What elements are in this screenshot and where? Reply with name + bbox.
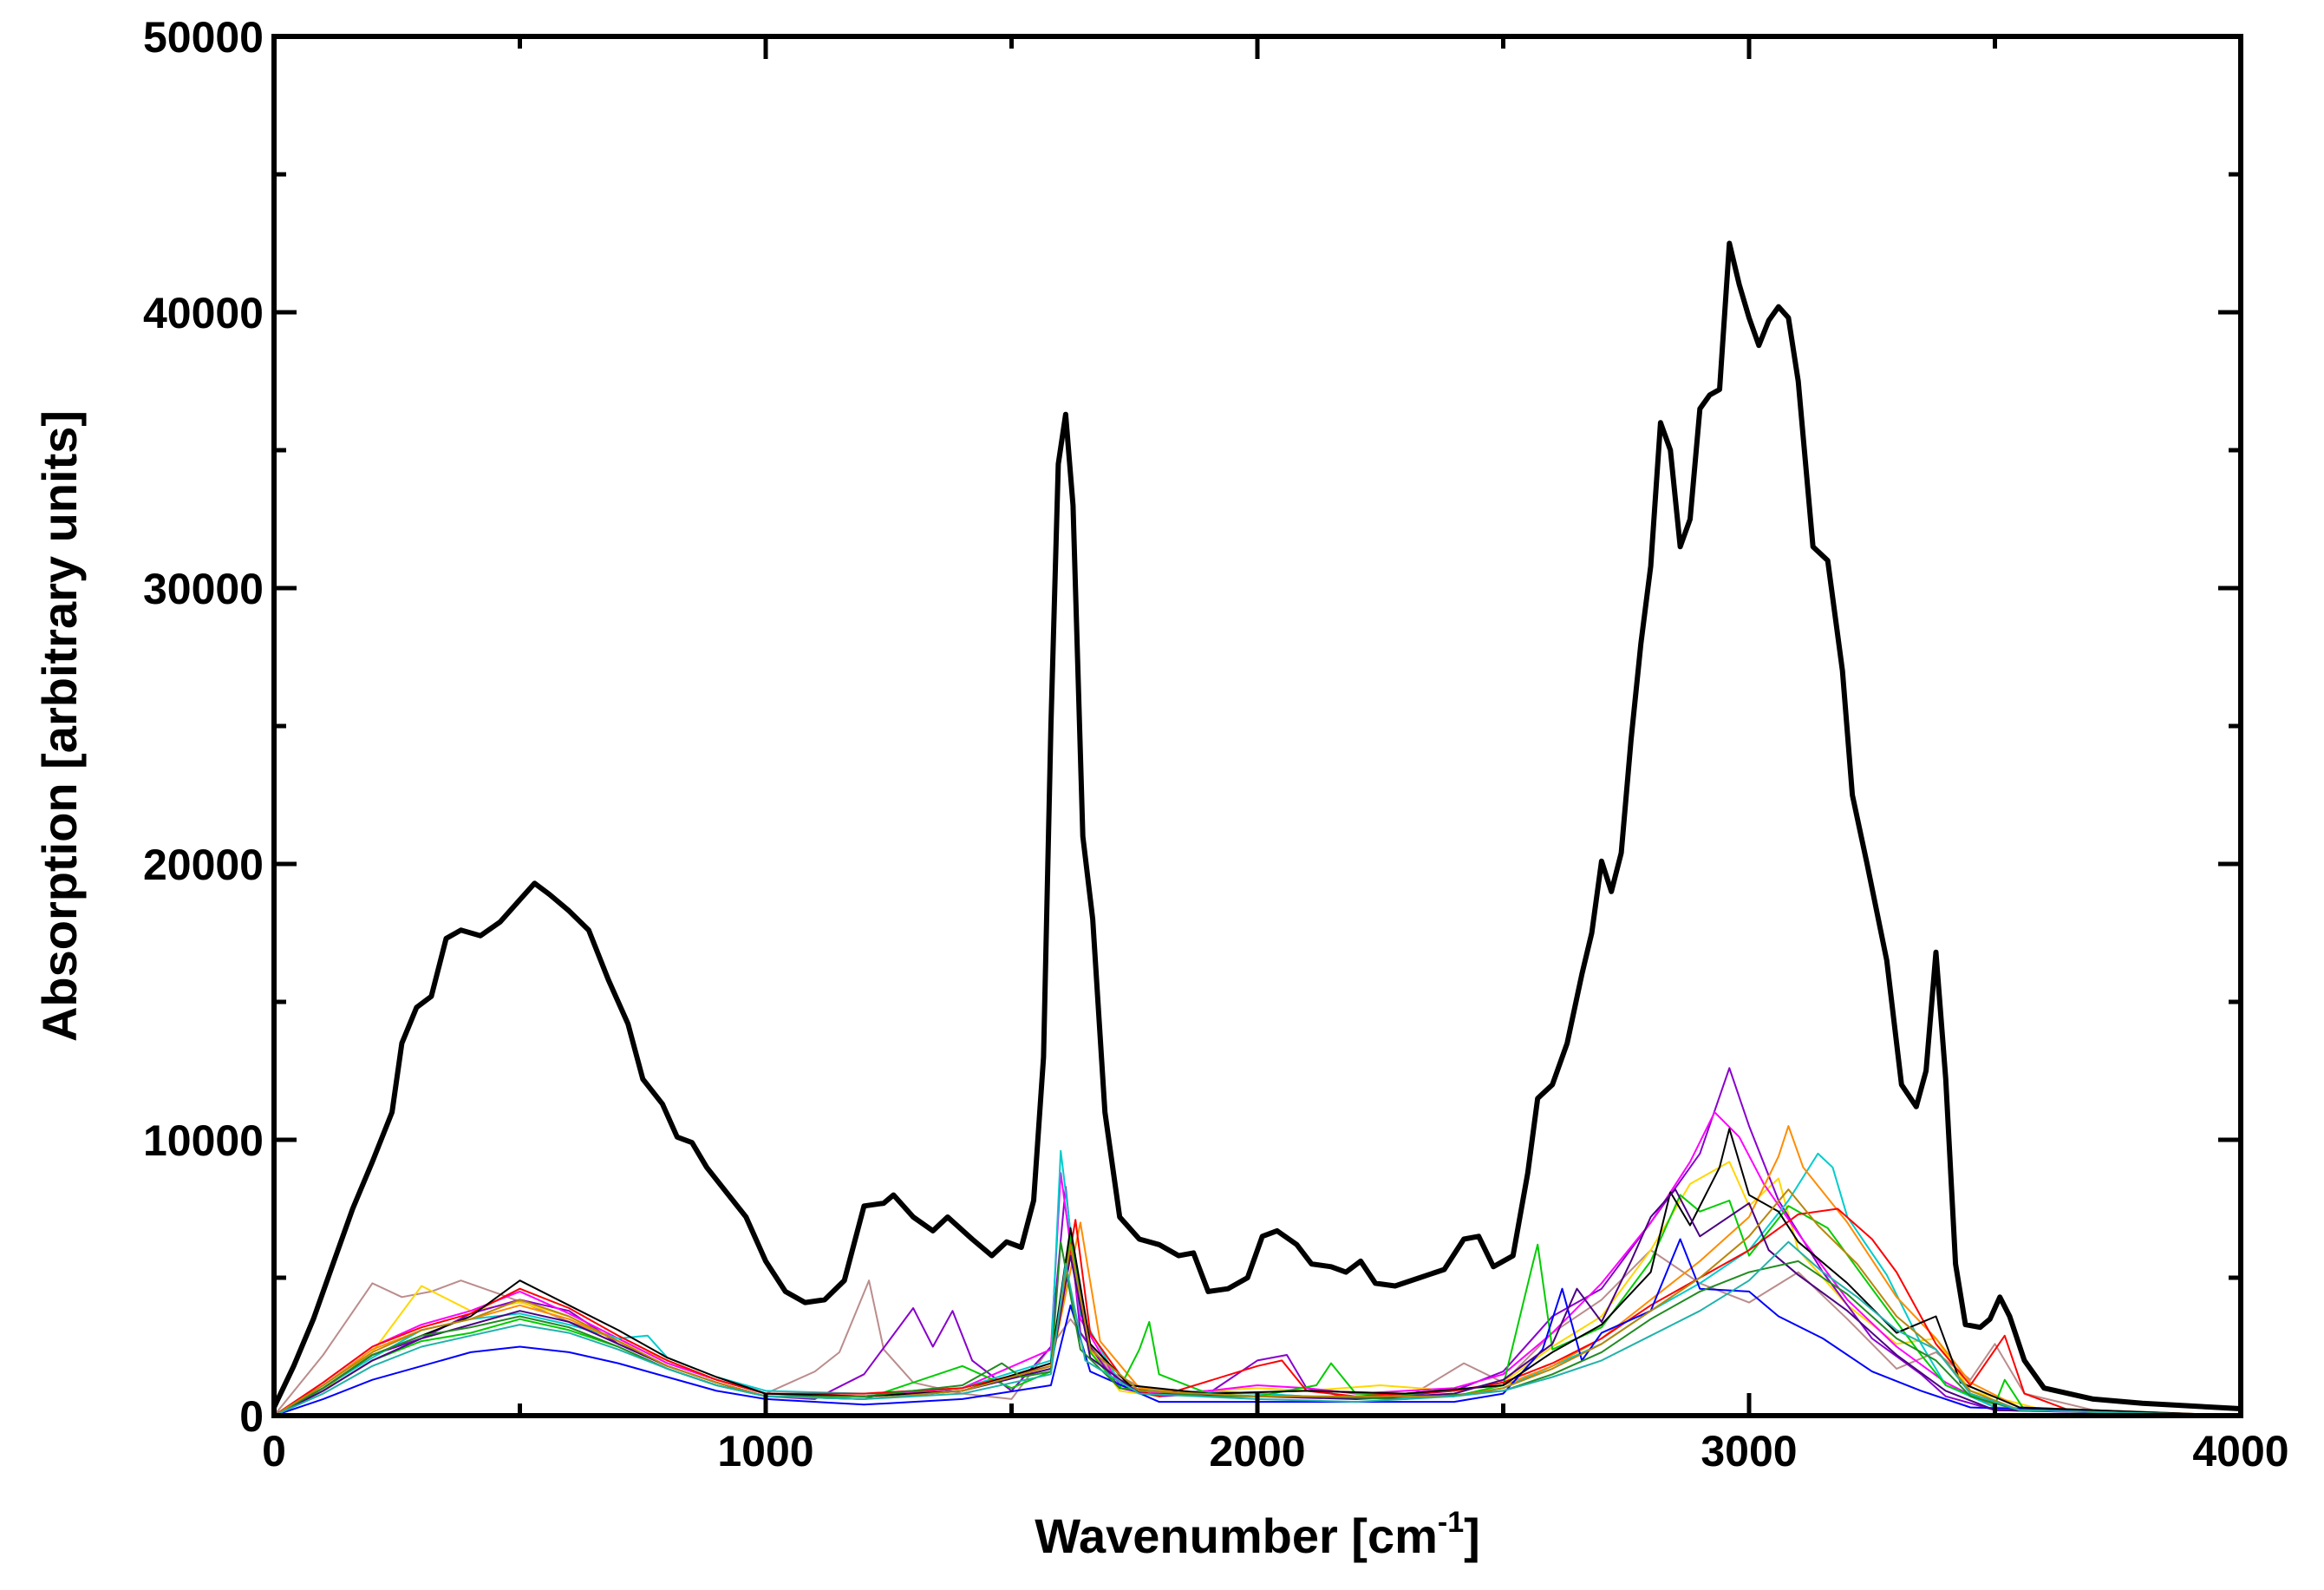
series-line-s11 (274, 1188, 2241, 1416)
series-line-s14 (274, 1240, 2241, 1416)
series-line-s5 (274, 1149, 2241, 1416)
x-axis-label-prefix: Wavenumber [cm (1035, 1508, 1438, 1563)
x-tick-label: 3000 (1701, 1427, 1797, 1475)
x-axis-label-superscript: -1 (1438, 1506, 1464, 1539)
series-line-s1 (274, 1249, 2241, 1416)
series-line-s8 (274, 1207, 2241, 1416)
y-tick-label: 30000 (143, 565, 264, 613)
y-tick-label: 40000 (143, 289, 264, 337)
series-line-total (274, 240, 2241, 1411)
y-axis-label: Absorption [arbitrary units] (32, 410, 87, 1042)
ticks-layer (271, 34, 2243, 1418)
y-tick-label: 0 (239, 1392, 264, 1441)
x-tick-label: 2000 (1209, 1427, 1305, 1475)
series-line-s2 (274, 1161, 2241, 1416)
x-tick-label: 1000 (717, 1427, 813, 1475)
x-tick-label: 4000 (2192, 1427, 2288, 1475)
y-tick-label: 10000 (143, 1116, 264, 1165)
series-line-s4 (274, 1111, 2241, 1416)
y-tick-label: 50000 (143, 13, 264, 62)
series-line-s10 (274, 1128, 2241, 1416)
tick-label-layer: 0 1000 2000 3000 400001000020000300004000050… (143, 13, 2289, 1475)
series-layer (274, 240, 2241, 1416)
x-axis-label: Wavenumber [cm-1] (1035, 1506, 1480, 1563)
x-axis-label-suffix: ] (1464, 1508, 1480, 1563)
series-line-s12 (274, 1240, 2241, 1416)
series-line-s13 (274, 1188, 2241, 1416)
series-line-s6 (274, 1125, 2241, 1416)
x-tick-label: 0 (262, 1427, 286, 1475)
y-tick-label: 20000 (143, 841, 264, 889)
plot-frame (271, 34, 2243, 1418)
